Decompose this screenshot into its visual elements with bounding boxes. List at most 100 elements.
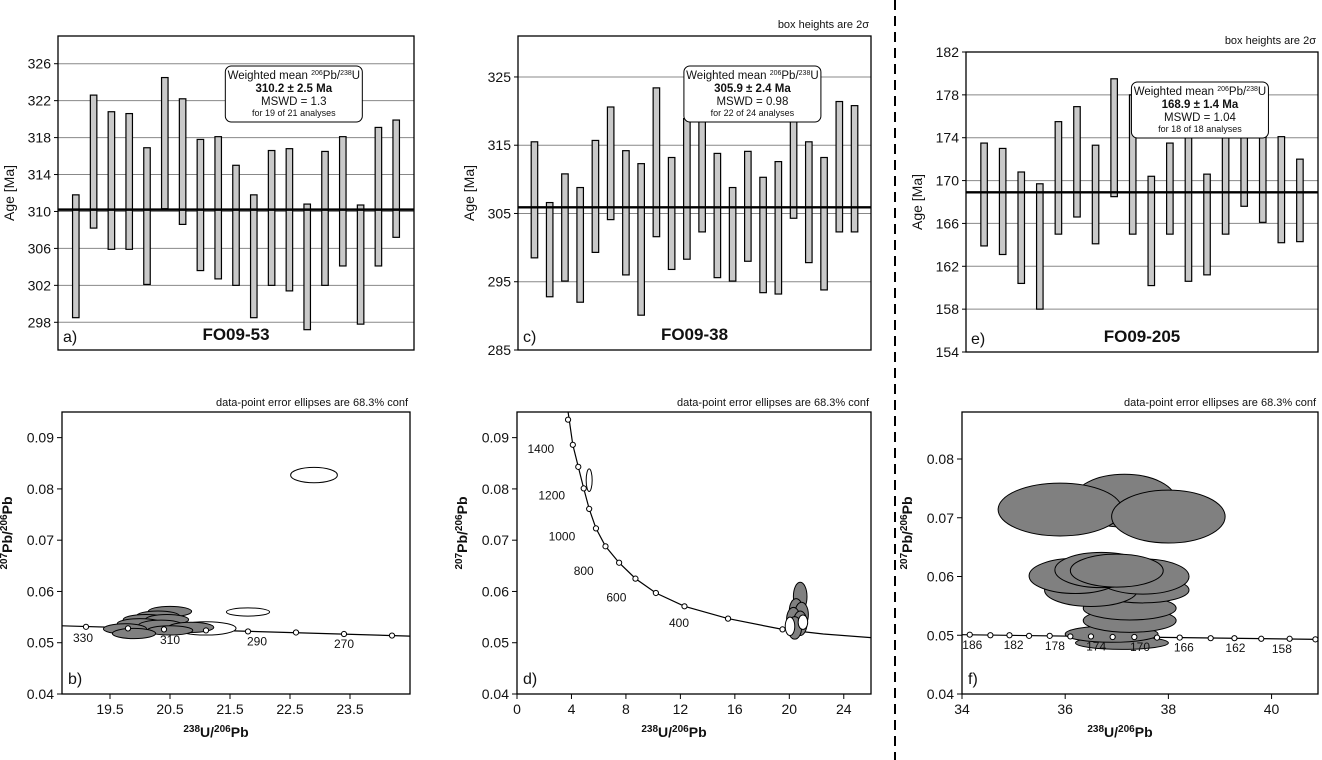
age-marker	[1006, 632, 1013, 639]
age-marker	[1109, 633, 1116, 641]
x-label-sup-1: 238	[641, 724, 658, 735]
age-box	[728, 186, 737, 282]
age-box	[1091, 144, 1100, 245]
box-heights-note: box heights are 2σ	[1225, 35, 1316, 47]
age-marker	[160, 626, 168, 633]
y-tick-label: 0.07	[927, 510, 954, 526]
y-tick-label: 302	[28, 277, 52, 293]
age-box	[545, 201, 554, 298]
age-box	[530, 141, 539, 259]
legend-title-suffix: U	[810, 70, 818, 82]
sample-name: FO09-53	[202, 325, 269, 344]
age-box	[820, 156, 828, 291]
x-tick-label: 40	[1264, 701, 1280, 717]
y-tick-label: 0.04	[927, 686, 954, 702]
age-marker	[575, 463, 582, 470]
panel-label: b)	[68, 671, 82, 688]
error-ellipse	[797, 614, 809, 630]
error-ellipse	[111, 627, 157, 640]
legend-title: Weighted mean 206Pb/238U	[228, 70, 361, 82]
age-marker	[388, 632, 396, 639]
x-label-sup-2: 206	[214, 724, 231, 735]
x-tick-label: 0	[513, 701, 521, 717]
y-label-base-1: Pb/	[454, 531, 470, 553]
y-tick-label: 0.06	[482, 583, 509, 599]
panel-label: c)	[523, 329, 536, 346]
y-tick-label: 0.05	[482, 635, 509, 651]
age-marker	[292, 629, 300, 636]
age-label: 174	[1086, 639, 1106, 653]
y-tick-label: 0.08	[927, 451, 954, 467]
age-box	[980, 142, 988, 247]
age-box	[774, 161, 783, 295]
legend-box	[224, 65, 363, 123]
y-label-sup-1: 207	[0, 552, 10, 569]
concordia-plot-b: 330 310 290 270 19.5 20.5 21.5 22.5 23.5 0.04 0.05…	[0, 397, 411, 740]
y-tick-label: 182	[936, 44, 960, 60]
age-label: 330	[73, 631, 93, 645]
x-label-base-2: Pb	[1135, 724, 1153, 740]
age-marker	[1067, 633, 1074, 640]
y-label-base-1: Pb/	[899, 531, 915, 553]
age-box	[591, 139, 600, 253]
age-marker	[82, 623, 90, 630]
age-plot-a: 298 302 306 310 314 318 322 326 Age [Ma] a) FO09-5…	[1, 35, 415, 351]
y-tick-label: 305	[488, 205, 512, 221]
age-box	[196, 138, 205, 272]
age-label: 170	[1130, 640, 1150, 654]
y-tick-label: 178	[936, 87, 960, 103]
age-marker	[244, 628, 252, 635]
y-label-sup-2: 206	[899, 514, 910, 531]
legend-box	[683, 65, 822, 123]
legend-mean-value: 305.9 ± 2.4 Ma	[714, 83, 791, 95]
y-tick-label: 0.08	[27, 481, 54, 497]
age-box	[652, 87, 661, 238]
x-tick-label: 23.5	[336, 701, 363, 717]
y-label-sup-1: 207	[899, 552, 910, 569]
age-marker	[616, 559, 623, 566]
x-label-base-2: Pb	[689, 724, 707, 740]
y-tick-label: 325	[488, 69, 512, 85]
age-box	[89, 94, 98, 229]
age-plot-c: 285 295 305 315 325 Age [Ma] c) FO09-38 box heig…	[461, 19, 872, 358]
age-box	[576, 186, 585, 303]
plot-frame	[517, 35, 872, 351]
age-marker	[586, 505, 593, 513]
legend-title-prefix: Weighted mean	[1134, 86, 1218, 98]
age-marker	[1312, 636, 1318, 643]
age-box	[1147, 175, 1156, 287]
legend-sup-238: 238	[340, 70, 352, 77]
legend-sup-238: 238	[1246, 86, 1258, 93]
age-box	[804, 141, 813, 264]
plot-frame	[965, 51, 1319, 353]
legend-title-mid: Pb/	[781, 70, 799, 82]
x-tick-label: 20	[782, 701, 798, 717]
age-marker	[1046, 632, 1053, 639]
age-box	[1073, 106, 1081, 218]
age-label: 158	[1272, 642, 1292, 656]
legend-box	[1130, 81, 1269, 139]
legend-count: for 22 of 24 analyses	[711, 108, 795, 118]
y-axis-label: Age [Ma]	[909, 174, 925, 230]
x-label-sup-2: 206	[1118, 724, 1135, 735]
age-label: 178	[1045, 639, 1065, 653]
age-box	[178, 98, 187, 226]
y-tick-label: 0.08	[482, 481, 509, 497]
age-box	[267, 149, 276, 286]
legend-title-prefix: Weighted mean	[686, 70, 770, 82]
age-label: 1400	[527, 442, 554, 456]
error-ellipse	[290, 466, 338, 484]
age-box	[374, 126, 383, 267]
x-label-sup-1: 238	[1087, 724, 1104, 735]
legend-title-mid: Pb/	[1229, 86, 1247, 98]
legend-title: Weighted mean 206Pb/238U	[686, 70, 819, 82]
age-marker	[652, 589, 659, 597]
age-marker	[340, 630, 348, 638]
age-box	[143, 147, 151, 286]
age-label: 1000	[549, 530, 576, 544]
x-tick-label: 8	[622, 701, 630, 717]
y-label-sup-1: 207	[454, 552, 465, 569]
plot-contents: 186 182 178 174 170 166 162 158	[962, 473, 1318, 656]
y-tick-label: 0.07	[482, 532, 509, 548]
legend-title: Weighted mean 206Pb/238U	[1134, 86, 1267, 98]
